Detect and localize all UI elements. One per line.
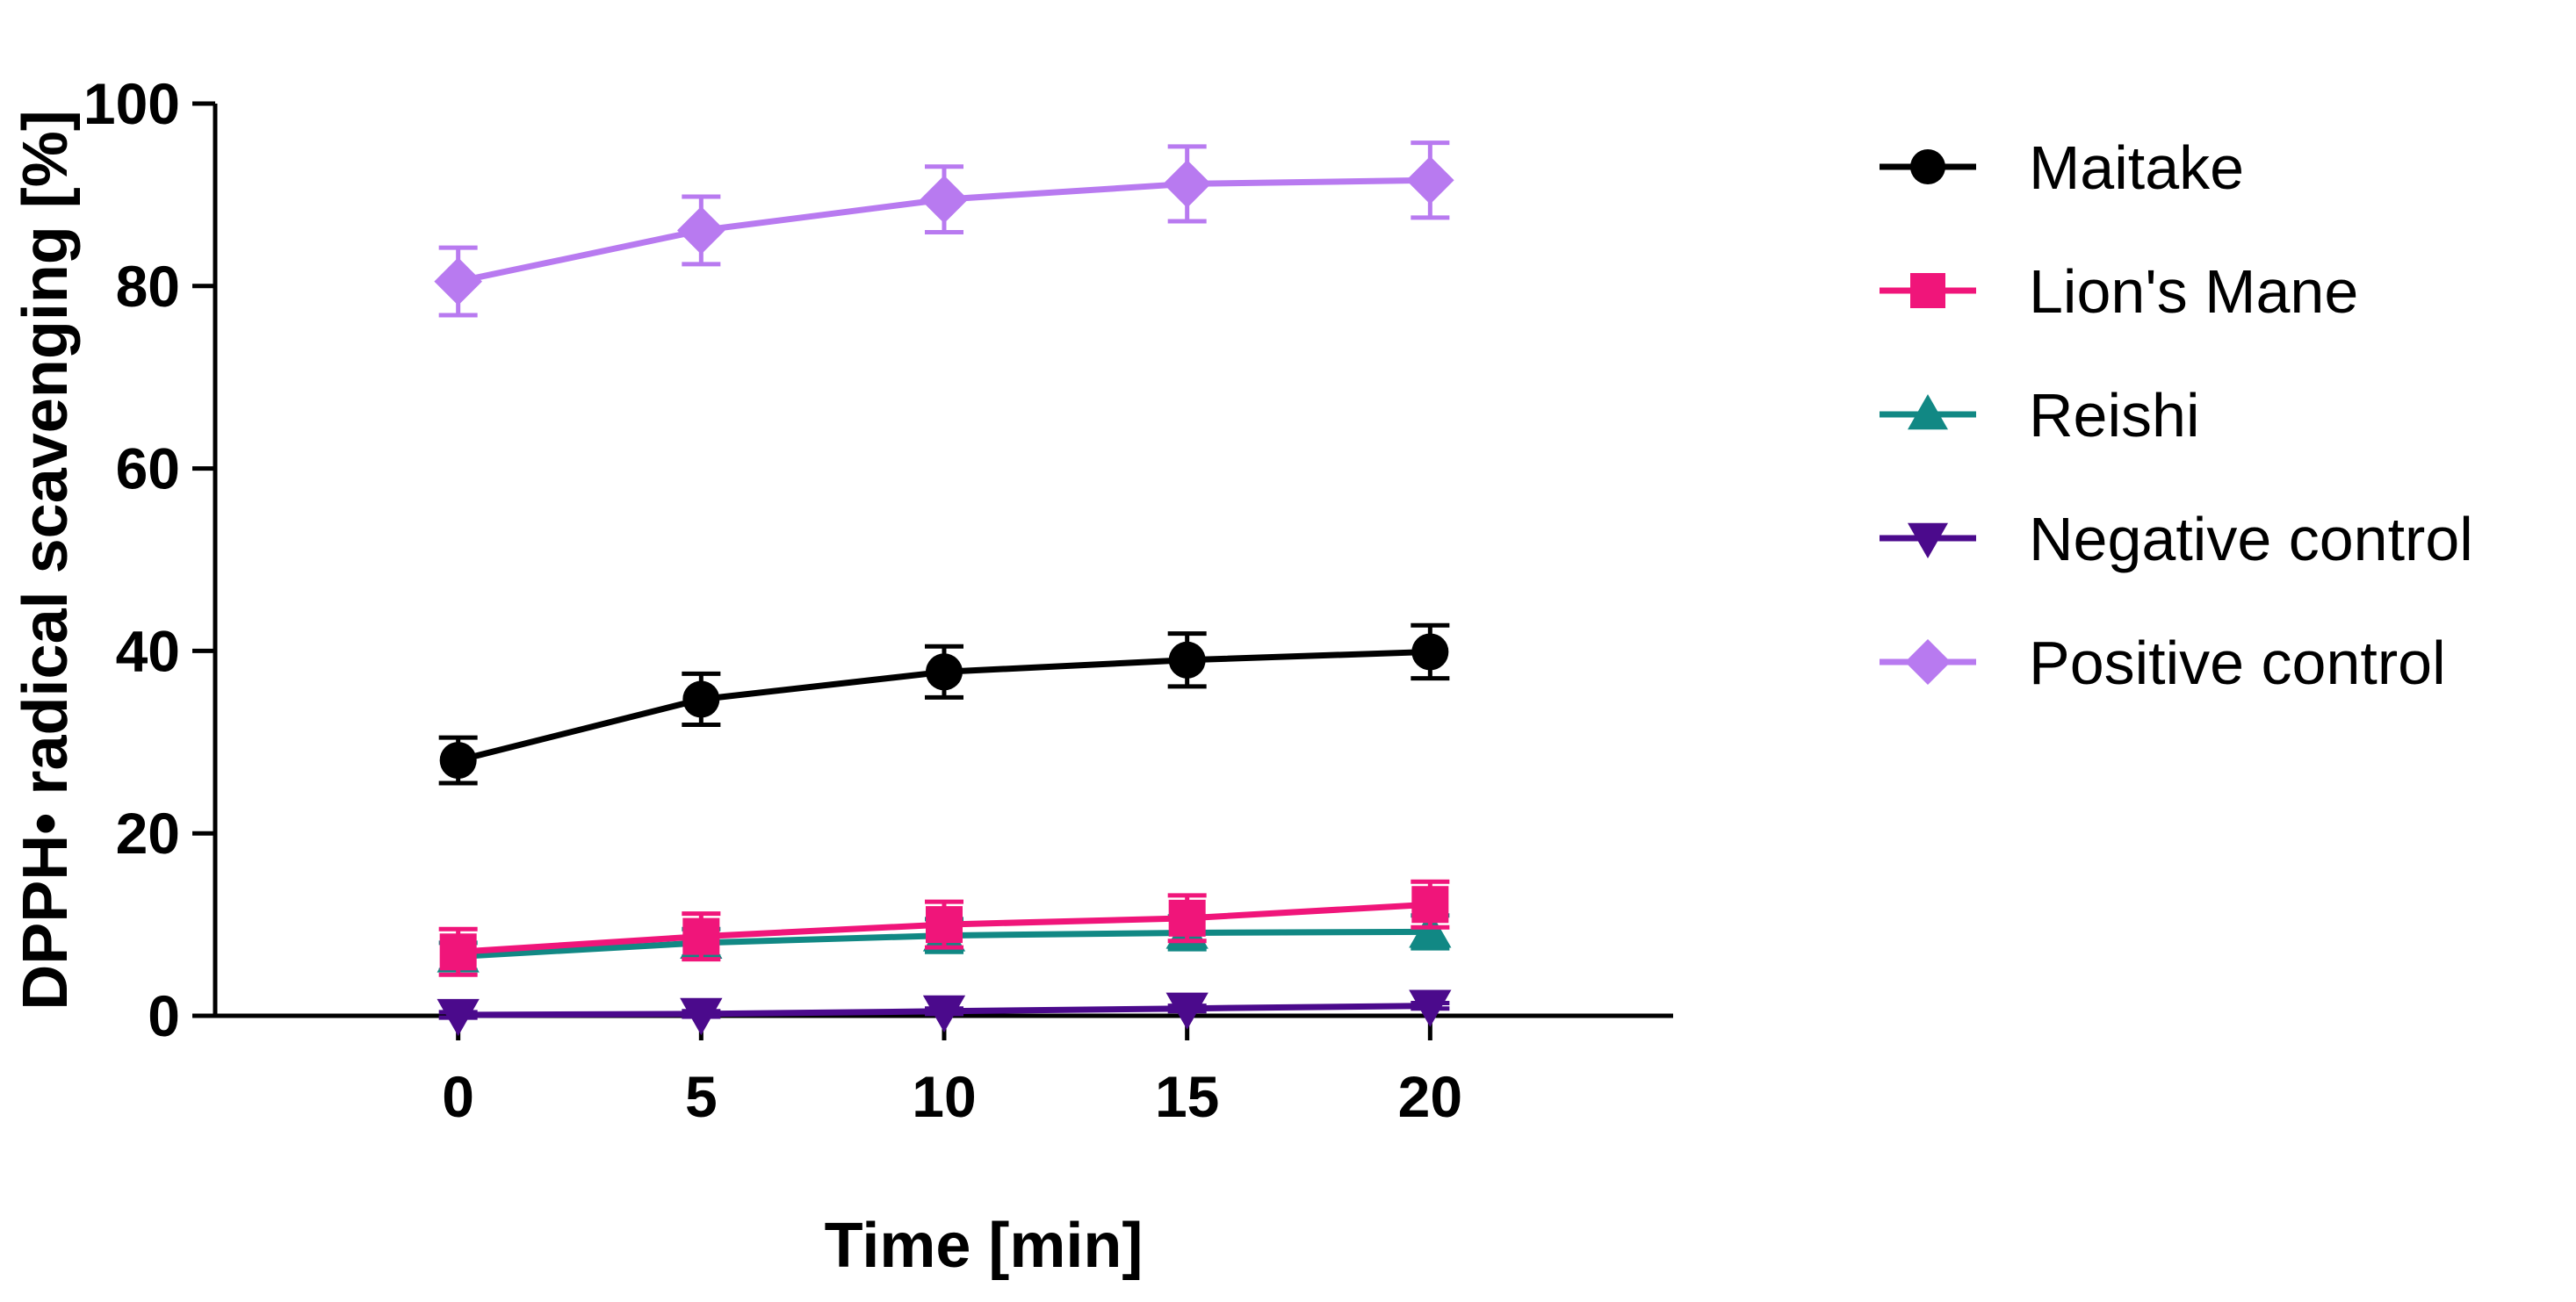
- data-point: [439, 742, 477, 780]
- data-point: [1168, 899, 1206, 937]
- series-lion-s-mane: [438, 879, 1450, 977]
- data-point: [682, 917, 720, 955]
- y-tick-label: 0: [148, 983, 180, 1048]
- legend-label: Lion's Mane: [2029, 257, 2358, 326]
- data-point: [1409, 989, 1452, 1027]
- y-axis-title: DPPH• radical scavenging [%]: [11, 110, 81, 1011]
- axes: [213, 104, 1673, 1018]
- data-point: [439, 933, 477, 971]
- x-axis-title: Time [min]: [825, 1211, 1144, 1281]
- legend-marker: [1910, 273, 1945, 308]
- data-point: [677, 206, 725, 255]
- legend-marker: [1905, 639, 1951, 685]
- legend-label: Maitake: [2029, 133, 2244, 202]
- data-point: [1411, 886, 1449, 924]
- x-tick-label: 15: [1155, 1064, 1219, 1129]
- x-ticks: 0 5 10 15 20: [442, 1016, 1462, 1129]
- series-negative-control: [437, 989, 1452, 1037]
- legend-marker: [1908, 522, 1948, 558]
- y-tick-label: 80: [116, 254, 180, 319]
- x-tick-label: 10: [912, 1064, 976, 1129]
- data-point: [682, 680, 720, 718]
- legend: Maitake Lion's Mane Reishi Negative control…: [1880, 133, 2473, 697]
- data-point: [680, 997, 723, 1036]
- x-tick-label: 20: [1398, 1064, 1462, 1129]
- legend-label: Positive control: [2029, 629, 2446, 697]
- data-point: [1163, 160, 1211, 208]
- legend-item: Maitake: [1880, 133, 2244, 202]
- legend-marker: [1908, 394, 1948, 430]
- y-tick-label: 40: [116, 618, 180, 683]
- data-point: [1165, 992, 1209, 1030]
- legend-item: Negative control: [1880, 505, 2473, 573]
- legend-marker: [1910, 149, 1945, 184]
- y-tick-label: 20: [116, 801, 180, 866]
- data-point: [1411, 633, 1449, 671]
- legend-label: Negative control: [2029, 505, 2473, 573]
- x-tick-label: 0: [442, 1064, 474, 1129]
- data-point: [926, 653, 963, 691]
- legend-item: Lion's Mane: [1880, 257, 2358, 326]
- data-point: [1168, 641, 1206, 679]
- data-point: [926, 906, 963, 944]
- legend-item: Reishi: [1880, 381, 2200, 450]
- y-ticks: 0 20 40 60 80 100: [83, 71, 215, 1048]
- data-point: [1406, 155, 1454, 205]
- y-tick-label: 60: [116, 436, 180, 501]
- legend-label: Reishi: [2029, 381, 2200, 450]
- data-point: [437, 998, 480, 1037]
- series-maitake: [438, 622, 1450, 786]
- y-tick-label: 100: [83, 71, 180, 136]
- x-tick-label: 5: [685, 1064, 718, 1129]
- data-point: [434, 257, 482, 306]
- series-group: [434, 140, 1454, 1037]
- series-positive-control: [434, 140, 1454, 318]
- legend-item: Positive control: [1880, 629, 2446, 697]
- data-point: [922, 995, 966, 1032]
- data-point: [920, 175, 969, 224]
